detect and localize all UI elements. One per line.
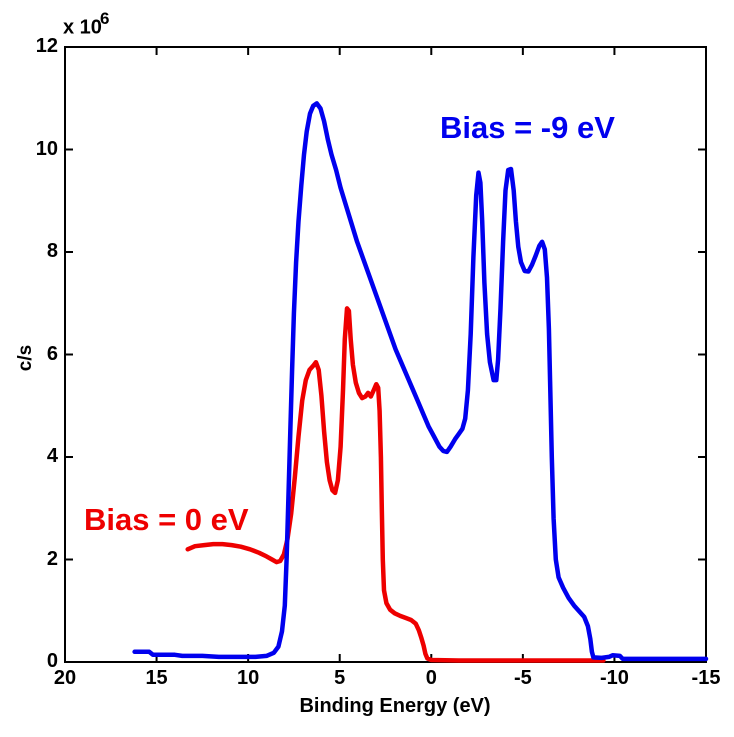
y-tick-label: 8 (46, 240, 58, 262)
y-axis-exponent-label: x 106 (63, 9, 110, 39)
y-tick-label: 10 (35, 137, 58, 160)
annotation-bias-0: Bias = 0 eV (84, 502, 249, 537)
y-tick-label: 4 (46, 445, 58, 467)
x-tick-label: -10 (599, 667, 629, 689)
x-tick-label: 5 (334, 667, 346, 689)
x-tick-label: 10 (237, 667, 260, 689)
x-tick-label: 20 (53, 667, 77, 689)
y-tick-label: 0 (46, 650, 58, 672)
y-tick-label: 12 (35, 35, 58, 57)
curve-bias-neg9 (132, 101, 709, 662)
x-tick-label: 0 (425, 667, 437, 689)
curve-bias-0 (185, 306, 606, 663)
annotation-bias-neg9: Bias = -9 eV (440, 110, 615, 145)
x-tick-label: -5 (513, 667, 532, 689)
y-tick-label: 6 (46, 342, 58, 365)
x-tick-label: 15 (145, 667, 168, 689)
x-tick-label: -15 (691, 667, 721, 689)
x-axis-label: Binding Energy (eV) (299, 695, 491, 717)
y-tick-label: 2 (46, 547, 58, 570)
